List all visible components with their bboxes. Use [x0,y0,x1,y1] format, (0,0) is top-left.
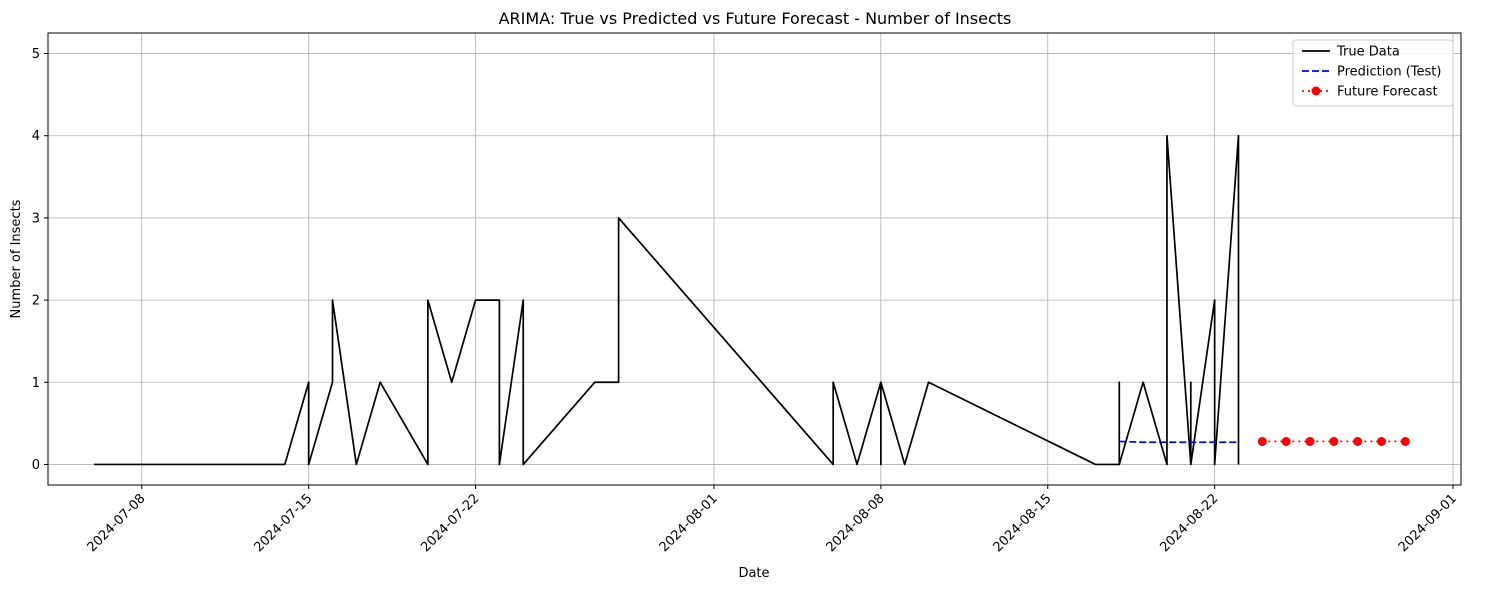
legend-item: True Data [1302,45,1400,60]
legend-marker [1311,86,1321,96]
x-tick-label: 2024-09-01 [1396,491,1460,555]
plot-frame [47,32,1462,486]
y-tick-label: 2 [32,294,40,309]
plot-area [48,33,1461,485]
legend-frame [1292,39,1454,107]
legend-item: Prediction (Test) [1302,65,1441,80]
series-point [1377,436,1387,446]
x-tick-label: 2024-07-08 [85,491,149,555]
legend-label: Future Forecast [1337,85,1438,100]
y-tick-label: 4 [32,129,40,144]
y-tick-label: 3 [32,211,40,226]
x-tick-label: 2024-08-08 [824,491,888,555]
legend-label: True Data [1336,45,1400,60]
x-tick-label: 2024-08-01 [657,491,721,555]
chart-title: ARIMA: True vs Predicted vs Future Forec… [499,9,1012,28]
series-2 [1257,436,1410,446]
y-axis-ticks: 0 1 2 3 4 5 [32,47,48,473]
series-point [1281,436,1291,446]
y-tick-label: 5 [32,47,40,62]
y-tick-label: 1 [32,376,40,391]
y-tick-label: 0 [32,458,40,473]
series-point [1400,436,1410,446]
x-axis-label: Date [738,566,769,581]
series-0 [94,134,1240,466]
x-tick-label: 2024-08-22 [1157,491,1221,555]
series-point [1257,436,1267,446]
series-point [1353,436,1363,446]
series-point [1305,436,1315,446]
series-group [94,134,1410,466]
series-line [94,134,1240,466]
y-axis-label: Number of Insects [9,199,24,318]
x-tick-label: 2024-07-15 [251,491,315,555]
legend-item: Future Forecast [1302,85,1438,100]
legend: True Data Prediction (Test) Future Forecas… [1292,39,1454,107]
x-tick-label: 2024-07-22 [418,491,482,555]
x-tick-label: 2024-08-15 [991,491,1055,555]
grid [48,33,1461,485]
legend-label: Prediction (Test) [1337,65,1441,80]
x-axis-ticks: 2024-07-08 2024-07-15 2024-07-22 2024-08-01… [85,485,1460,555]
series-point [1329,436,1339,446]
